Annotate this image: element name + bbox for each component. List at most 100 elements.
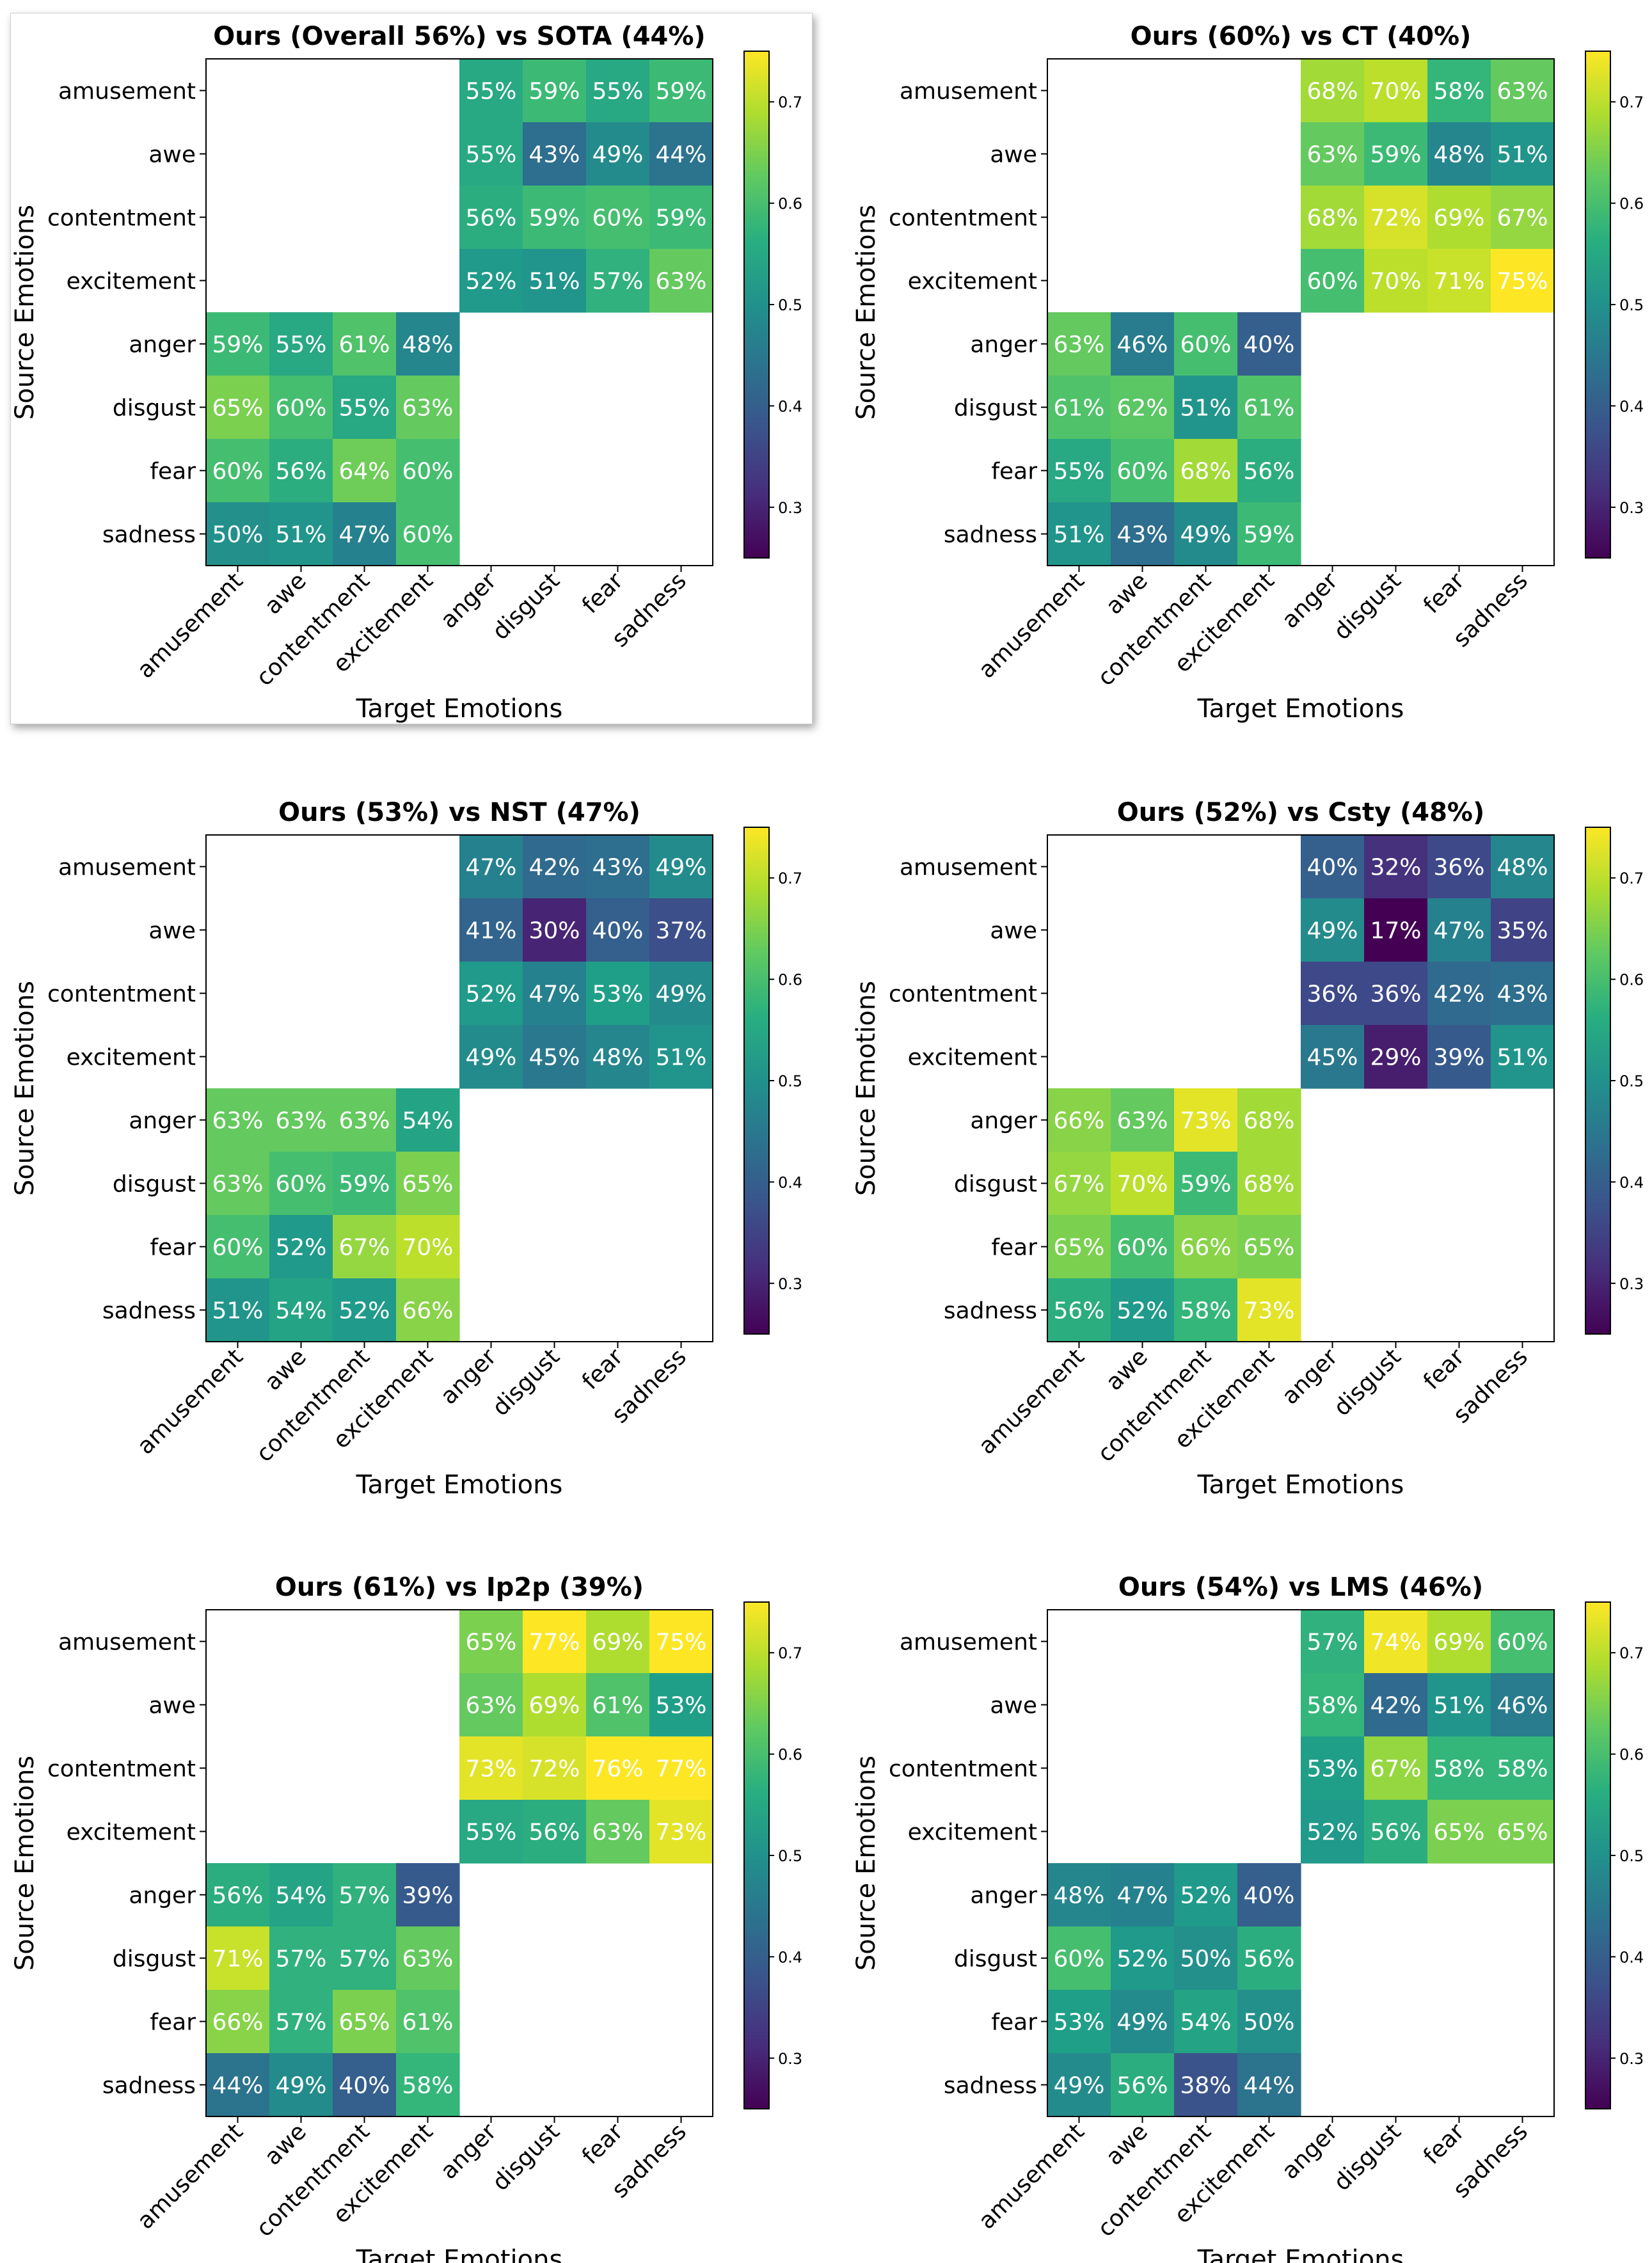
y-tick-label: disgust (113, 395, 196, 422)
cell-label: 40% (1307, 855, 1358, 881)
x-tick-label: awe (1101, 2118, 1153, 2170)
cell-label: 40% (592, 918, 643, 944)
heatmap-cell (1491, 122, 1555, 186)
cell-label: 47% (528, 981, 580, 1008)
heatmap-cell (1364, 249, 1428, 313)
cell-label: 56% (1243, 459, 1294, 485)
cell-label: 56% (465, 205, 516, 232)
heatmap-cell (269, 1863, 333, 1927)
cell-label: 52% (275, 1235, 326, 1261)
x-tick-label: amusement (974, 568, 1090, 683)
x-tick-label: amusement (132, 2118, 248, 2234)
cell-label: 54% (275, 1883, 326, 1909)
heatmap-cell (1047, 1863, 1111, 1927)
heatmap-cell (1174, 1088, 1238, 1152)
cell-label: 58% (1180, 1298, 1231, 1324)
heatmap-cell (206, 312, 270, 376)
heatmap-cell (1237, 1278, 1301, 1342)
cell-label: 44% (1243, 2073, 1294, 2099)
heatmap-cell (1427, 249, 1491, 313)
cell-label: 42% (1370, 1693, 1421, 1719)
x-tick-label: awe (1101, 568, 1153, 619)
colorbar-tick-label: 0.5 (778, 1072, 802, 1090)
heatmap-cell (1301, 1673, 1365, 1737)
x-tick-label: contentment (251, 568, 375, 691)
heatmap-cell (649, 1736, 713, 1800)
cell-label: 48% (1433, 142, 1484, 168)
x-tick-label: amusement (974, 2118, 1090, 2234)
heatmap-cell (333, 1990, 397, 2054)
heatmap-cell (1301, 186, 1365, 250)
y-tick-label: amusement (58, 855, 196, 881)
cell-label: 45% (1307, 1045, 1358, 1071)
heatmap-cell (1491, 1800, 1555, 1864)
cell-label: 58% (1433, 79, 1484, 105)
cell-label: 64% (338, 459, 390, 485)
cell-label: 63% (402, 1946, 453, 1973)
cell-label: 69% (1433, 205, 1484, 232)
cell-label: 51% (1433, 1693, 1484, 1719)
heatmap-cell (1174, 502, 1238, 566)
heatmap-cell (1364, 1736, 1428, 1800)
heatmap-cell (586, 898, 650, 962)
heatmap-cell (459, 249, 523, 313)
colorbar-tick-label: 0.6 (778, 1746, 802, 1764)
cell-label: 36% (1433, 855, 1484, 881)
y-tick-label: contentment (889, 205, 1037, 232)
cell-label: 55% (275, 332, 326, 358)
x-tick-label: disgust (1329, 1344, 1406, 1421)
cell-label: 51% (275, 522, 326, 548)
colorbar-tick-label: 0.7 (778, 1644, 802, 1662)
heatmap-cell (523, 59, 587, 123)
chart-title: Ours (54%) vs LMS (46%) (1118, 1573, 1483, 1602)
heatmap-cell (1237, 1926, 1301, 1990)
cell-label: 63% (655, 269, 706, 295)
heatmap-cell (1237, 376, 1301, 440)
heatmap-cell (1364, 835, 1428, 899)
cell-label: 55% (465, 142, 516, 168)
cell-label: 40% (1243, 1883, 1294, 1909)
y-tick-label: fear (991, 459, 1037, 485)
cell-label: 51% (1497, 1045, 1548, 1071)
heatmap-cell (1301, 1610, 1365, 1674)
heatmap-cell (523, 1610, 587, 1674)
heatmap-cell (523, 122, 587, 186)
colorbar-tick-label: 0.3 (778, 2050, 802, 2068)
colorbar-tick-label: 0.3 (1619, 2050, 1644, 2068)
cell-label: 59% (655, 79, 706, 105)
cell-label: 57% (338, 1883, 390, 1909)
plot-frame (1047, 58, 1555, 566)
heatmap-cell (459, 1800, 523, 1864)
heatmap-cell (459, 122, 523, 186)
heatmap-cell (1237, 2053, 1301, 2117)
heatmap-cell (586, 835, 650, 899)
cell-label: 47% (338, 522, 390, 548)
colorbar-tick-label: 0.3 (1619, 499, 1644, 517)
heatmap-cell (333, 312, 397, 376)
cell-label: 59% (528, 79, 580, 105)
y-tick-label: anger (129, 332, 196, 358)
heatmap-cell (333, 1863, 397, 1927)
cell-label: 39% (402, 1883, 453, 1909)
cell-label: 50% (1243, 2010, 1294, 2036)
heatmap-cell (1427, 186, 1491, 250)
y-tick-label: anger (129, 1108, 196, 1134)
heatmap-cell (1174, 2053, 1238, 2117)
heatmap-cell (333, 1088, 397, 1152)
colorbar-tick-label: 0.4 (778, 1948, 802, 1966)
cell-label: 63% (275, 1108, 326, 1134)
heatmap-cell (1174, 439, 1238, 503)
cell-label: 58% (1307, 1693, 1358, 1719)
cell-label: 50% (212, 522, 263, 548)
cell-label: 56% (275, 459, 326, 485)
cell-label: 65% (402, 1171, 453, 1198)
heatmap-cell (206, 502, 270, 566)
x-tick-label: contentment (1093, 2118, 1216, 2242)
heatmap-cell (206, 376, 270, 440)
y-tick-label: awe (148, 142, 196, 168)
heatmap-cell (459, 898, 523, 962)
cell-label: 70% (1116, 1171, 1168, 1198)
cell-label: 63% (212, 1171, 263, 1198)
colorbar-tick-label: 0.7 (778, 93, 802, 111)
cell-label: 60% (275, 395, 326, 422)
